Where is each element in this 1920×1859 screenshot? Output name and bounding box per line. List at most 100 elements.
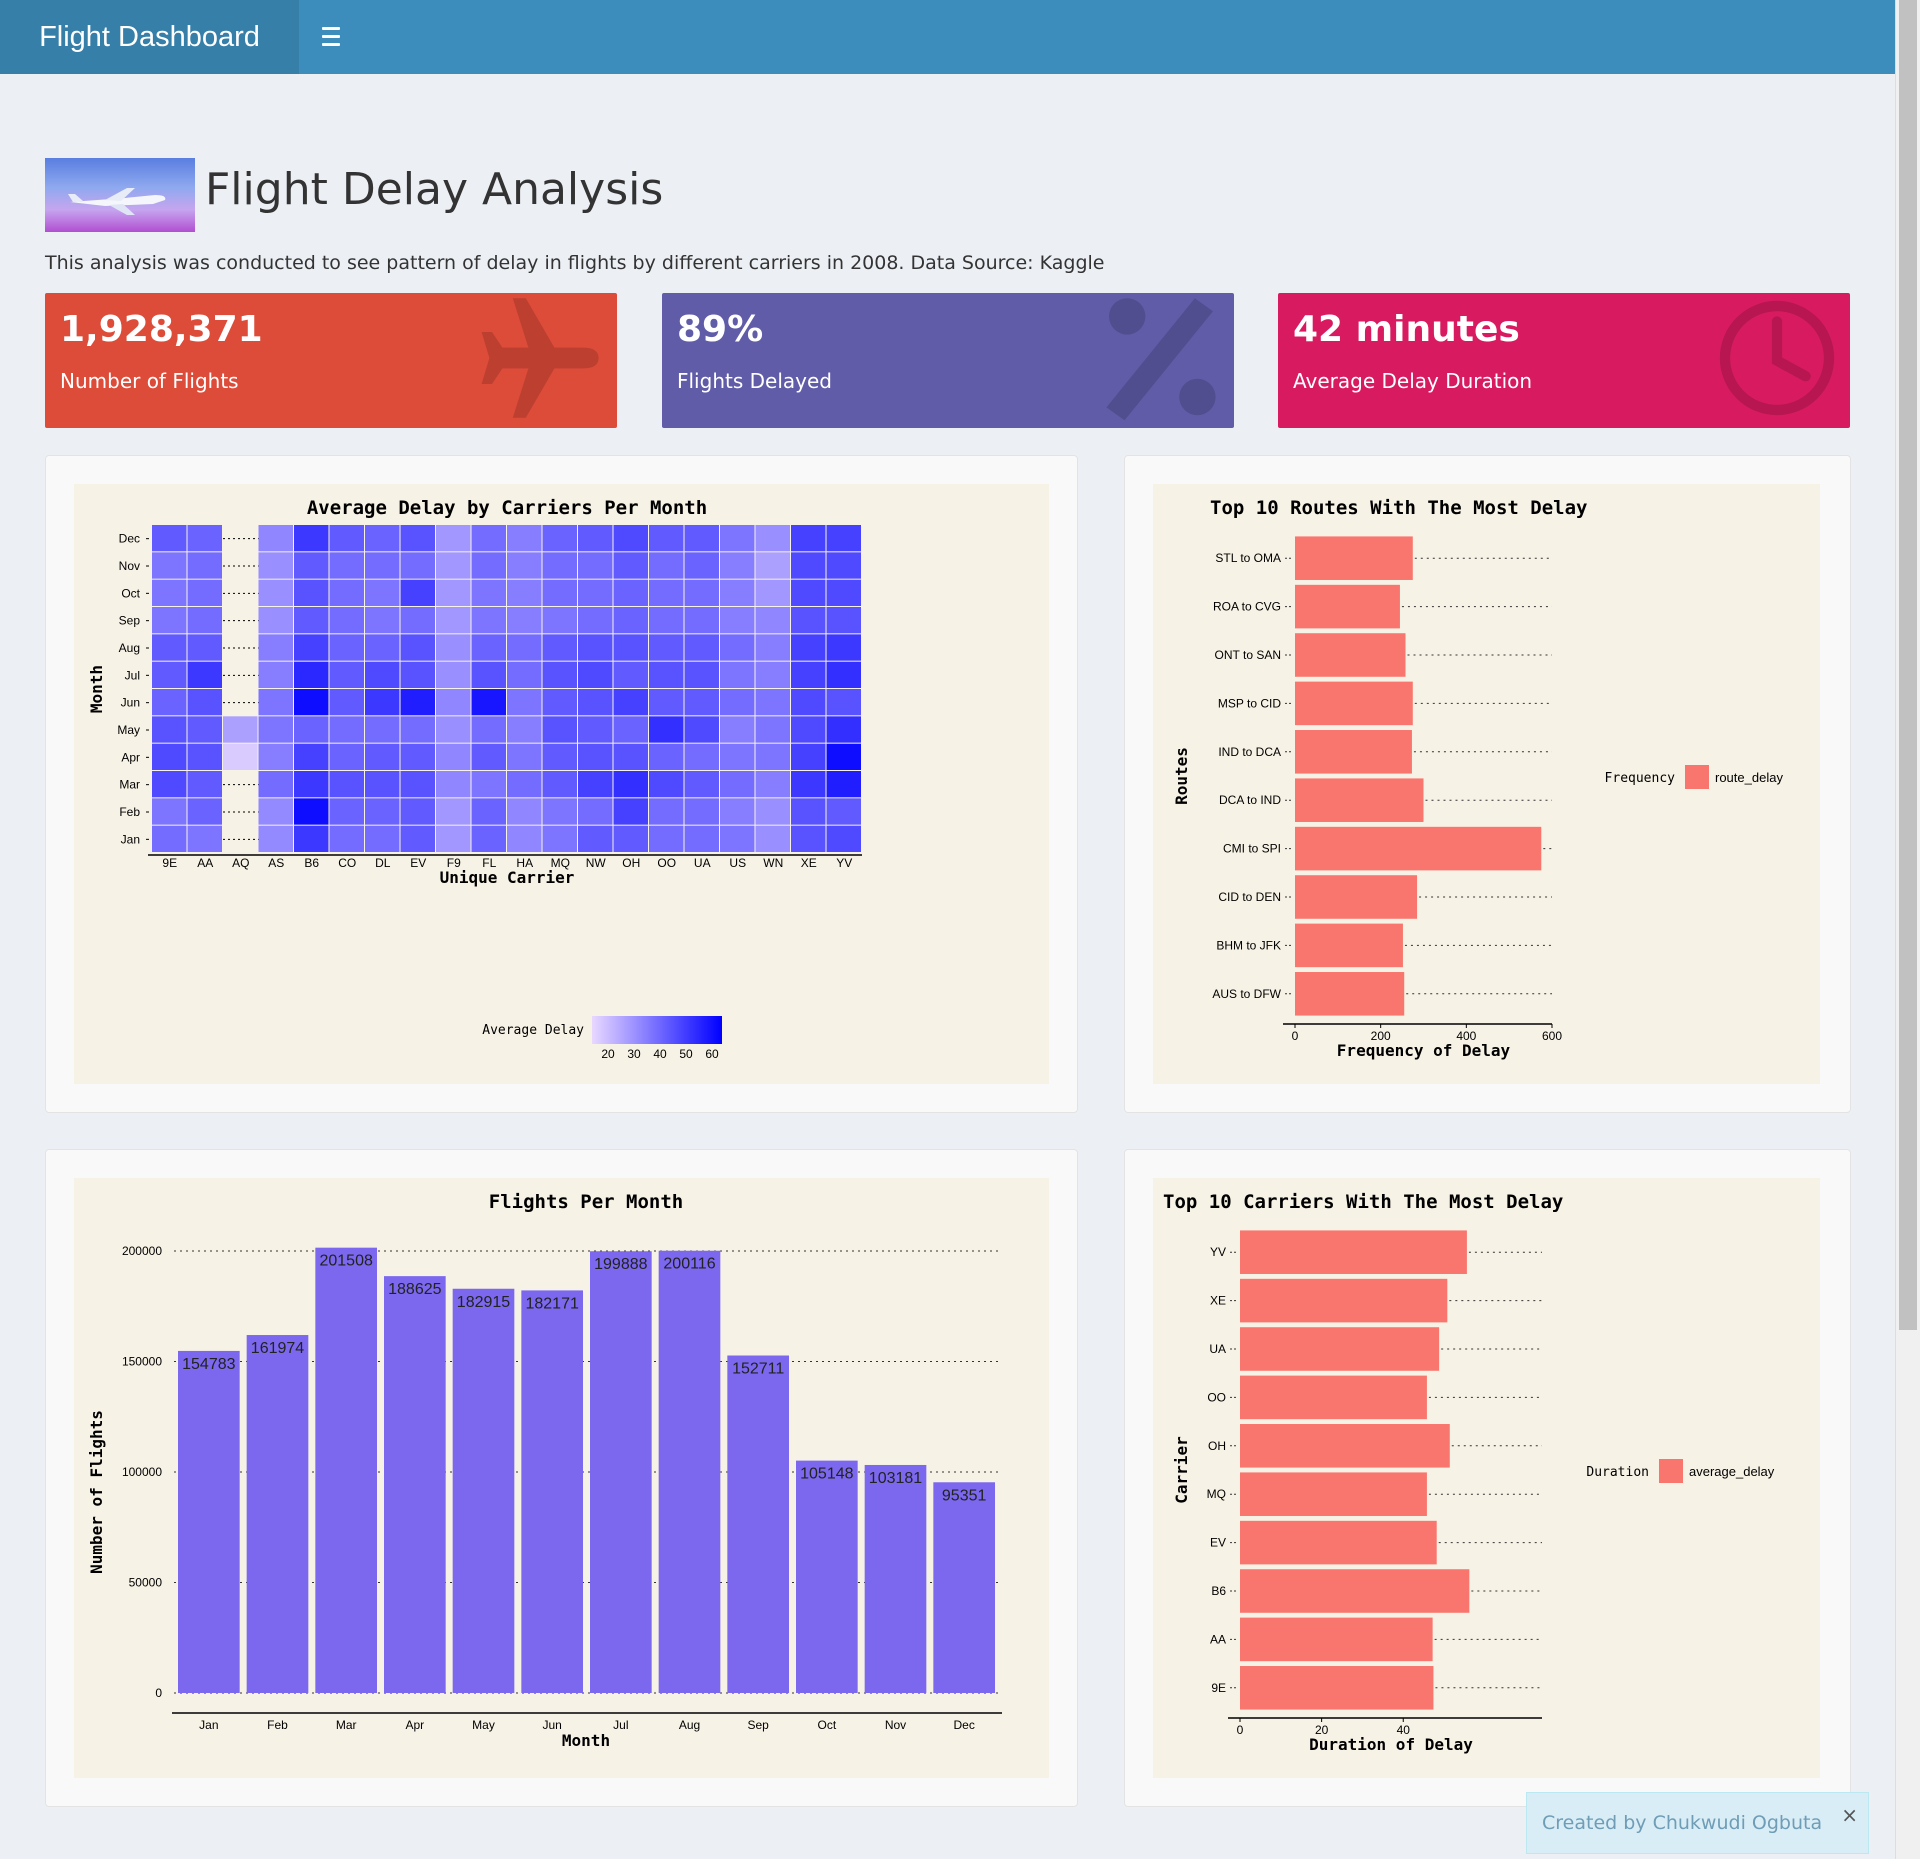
heatmap-cell (791, 689, 826, 716)
bar-value-label: 199888 (594, 1256, 647, 1273)
heatmap-cell (649, 771, 684, 798)
heatmap-cell (542, 634, 577, 661)
bar-value-label: 154783 (182, 1356, 235, 1373)
x-tick-label: Oct (817, 1718, 836, 1732)
heatmap-cell (720, 607, 755, 634)
heatmap-cell (578, 825, 613, 852)
airplane-banner-image (45, 158, 195, 232)
heatmap-cell (436, 689, 471, 716)
heatmap-cell (826, 634, 861, 661)
heatmap-cell (507, 634, 542, 661)
heatmap-cell (294, 525, 329, 552)
y-tick-label: CMI to SPI (1223, 842, 1281, 856)
heatmap-cell (791, 525, 826, 552)
bar (1295, 584, 1400, 629)
heatmap-cell (187, 689, 222, 716)
heatmap-cell (258, 579, 293, 606)
heatmap-cell (578, 607, 613, 634)
heatmap-cell (507, 716, 542, 743)
heatmap-cell (826, 607, 861, 634)
heatmap-cell (187, 607, 222, 634)
x-tick-label: YV (836, 856, 852, 870)
monthly-chart: Flights Per Month 0 50000 100000 150000 20000… (87, 1191, 1002, 1750)
heatmap-cell (649, 634, 684, 661)
y-tick-label: Jun (121, 696, 140, 710)
bar-value-label: 200116 (663, 1256, 715, 1273)
heatmap-cell (152, 743, 187, 770)
heatmap-cell (436, 716, 471, 743)
heatmap-cell (365, 689, 400, 716)
bar-value-label: 188625 (388, 1281, 441, 1298)
heatmap-cell (223, 743, 258, 770)
y-tick-label: Aug (119, 641, 140, 655)
heatmap-cell (365, 716, 400, 743)
heatmap-cell (400, 634, 435, 661)
x-axis-title: Frequency of Delay (1337, 1041, 1511, 1060)
heatmap-cell (755, 607, 790, 634)
heatmap-cell (613, 579, 648, 606)
y-tick-label: STL to OMA (1215, 551, 1281, 565)
heatmap-cell (684, 825, 719, 852)
heatmap-cell (187, 661, 222, 688)
heatmap-cell (507, 798, 542, 825)
heatmap-cell (400, 716, 435, 743)
heatmap-cell (400, 552, 435, 579)
heatmap-cell (720, 743, 755, 770)
heatmap-cell (152, 689, 187, 716)
heatmap-cell (720, 661, 755, 688)
heatmap-cell (294, 607, 329, 634)
heatmap-cell (471, 798, 506, 825)
vertical-scrollbar[interactable] (1895, 0, 1920, 1859)
heatmap-cell (258, 743, 293, 770)
bar (1240, 1230, 1467, 1274)
brand-title[interactable]: Flight Dashboard (0, 0, 299, 74)
heatmap-cell (826, 798, 861, 825)
heatmap-cell (365, 771, 400, 798)
y-axis-title: Carrier (1172, 1436, 1191, 1503)
x-tick-label: 0 (1237, 1723, 1244, 1737)
heatmap-cell (791, 825, 826, 852)
x-tick-label: FL (482, 856, 496, 870)
y-tick-label: Oct (121, 586, 140, 600)
heatmap-cell (791, 552, 826, 579)
y-tick-label: Feb (119, 805, 140, 819)
heatmap-cell (187, 743, 222, 770)
heatmap-cell (365, 798, 400, 825)
y-tick-label: ONT to SAN (1215, 648, 1281, 662)
x-tick-label: OO (657, 856, 676, 870)
close-icon[interactable]: × (1841, 1803, 1858, 1827)
heatmap-cell (684, 525, 719, 552)
x-tick-label: F9 (447, 856, 461, 870)
x-tick-label: 600 (1542, 1029, 1562, 1043)
y-tick-label: Jan (121, 832, 140, 846)
heatmap-cell (684, 689, 719, 716)
x-tick-label: Aug (679, 1718, 700, 1732)
heatmap-cell (826, 771, 861, 798)
y-tick-label: May (117, 723, 140, 737)
scrollbar-thumb[interactable] (1899, 0, 1917, 1330)
hamburger-icon[interactable] (318, 22, 344, 52)
y-tick-label: Mar (119, 778, 140, 792)
bar (1295, 536, 1413, 580)
heatmap-cell (294, 771, 329, 798)
bar (1295, 681, 1413, 726)
x-tick-label: MQ (551, 856, 570, 870)
y-tick-label: 9E (1211, 1681, 1226, 1695)
heatmap-cell (542, 716, 577, 743)
page-subtitle: This analysis was conducted to see patte… (45, 252, 1105, 274)
bar-value-label: 105148 (800, 1466, 853, 1483)
header-bar: Flight Dashboard (0, 0, 1896, 74)
bar (1240, 1617, 1433, 1662)
bar (727, 1355, 789, 1693)
bar-value-label: 103181 (869, 1470, 922, 1487)
heatmap-cell (365, 552, 400, 579)
heatmap-cell (294, 743, 329, 770)
bar (1240, 1569, 1470, 1613)
value-box-flights: 1,928,371 Number of Flights (45, 293, 617, 428)
x-tick-label: 400 (1456, 1029, 1476, 1043)
heatmap-cell (400, 689, 435, 716)
clock-icon (1712, 293, 1842, 428)
x-tick-label: 9E (162, 856, 177, 870)
bar-value-label: 201508 (319, 1253, 372, 1270)
y-tick-label: B6 (1211, 1584, 1226, 1598)
